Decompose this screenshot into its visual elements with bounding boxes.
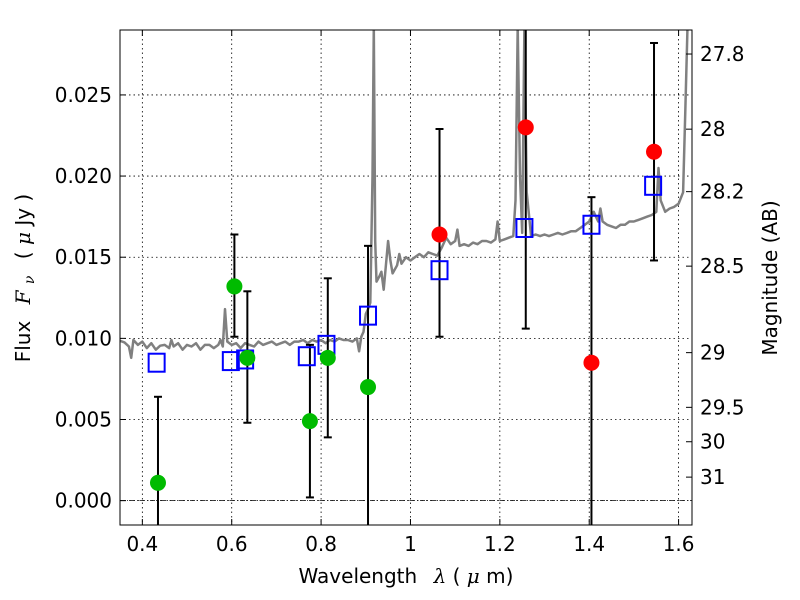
- magnitude-tick-label: 29: [700, 341, 725, 365]
- plot-area: [120, 30, 689, 525]
- x-axis-title-unit-rest: m): [486, 564, 513, 588]
- photometry-point-green: [226, 278, 243, 295]
- spectrum-line: [120, 30, 689, 360]
- y-tick-label: 0.020: [55, 164, 112, 188]
- photometry-point-red: [431, 226, 448, 243]
- x-tick-label: 1.6: [663, 532, 695, 556]
- y-tick-label: 0.005: [55, 408, 112, 432]
- x-tick-label: 0.4: [126, 532, 158, 556]
- y-tick-label: 0.015: [55, 245, 112, 269]
- model-square: [582, 214, 601, 235]
- y-axis-title-subscript: ν: [22, 275, 38, 284]
- magnitude-tick-label: 29.5: [700, 395, 745, 419]
- photometry-point-red: [646, 143, 663, 160]
- model-square: [147, 352, 166, 373]
- photometry-point-green: [149, 474, 166, 491]
- grid: [120, 30, 692, 525]
- plot-frame: [119, 29, 693, 526]
- y-axis-title-unit-rest: Jy ): [11, 194, 35, 228]
- y-tick-label: 0.010: [55, 326, 112, 350]
- model-square: [644, 175, 663, 196]
- model-square: [221, 351, 240, 372]
- model-square: [515, 218, 534, 238]
- x-axis-title: Wavelength λ ( μ m): [299, 564, 514, 588]
- model-square: [359, 305, 378, 326]
- photometry-point-green: [319, 349, 336, 366]
- y-tick-label: 0.000: [55, 489, 112, 513]
- y-axis-title-symbol: F: [11, 289, 35, 305]
- model-square: [297, 346, 316, 367]
- x-tick-label: 1: [404, 532, 417, 556]
- photometry-point-green: [360, 379, 377, 396]
- y-axis: 0.000 0.005 0.010 0.015 0.020 0.025: [55, 83, 126, 513]
- photometry-point-green: [239, 349, 256, 366]
- magnitude-tick-label: 27.8: [700, 42, 745, 66]
- y-axis-title-unit-mu: μ: [11, 232, 35, 245]
- photometry-point-green: [301, 413, 318, 430]
- magnitude-axis: 27.8 28 28.2 28.5 29 29.5 30 31: [686, 42, 745, 489]
- y-tick-label: 0.025: [55, 83, 112, 107]
- model-square: [430, 260, 449, 281]
- x-tick-label: 1.2: [484, 532, 516, 556]
- x-tick-label: 0.8: [305, 532, 337, 556]
- photometry-point-red: [517, 119, 534, 136]
- magnitude-tick-label: 28.5: [700, 254, 745, 278]
- x-tick-label: 1.4: [573, 532, 605, 556]
- magnitude-tick-label: 31: [700, 465, 725, 489]
- magnitude-tick-label: 28.2: [700, 180, 745, 204]
- photometry-point-red: [583, 354, 600, 371]
- magnitude-axis-title: Magnitude (AB): [758, 200, 782, 355]
- y-axis-title: Flux F ν ( μ Jy ): [11, 194, 39, 363]
- y-axis-title-text: Flux: [11, 321, 35, 363]
- x-axis-title-symbol: λ: [433, 564, 447, 588]
- y-axis-title-unit-open: (: [11, 245, 35, 259]
- x-axis-title-text: Wavelength: [299, 564, 418, 588]
- x-axis-title-unit-mu: μ: [467, 564, 480, 588]
- magnitude-tick-label: 30: [700, 430, 725, 454]
- x-axis-title-unit-open: (: [453, 564, 461, 588]
- x-axis: 0.4 0.6 0.8 1 1.2 1.4 1.6: [126, 30, 695, 556]
- x-tick-label: 0.6: [216, 532, 248, 556]
- magnitude-tick-label: 28: [700, 117, 725, 141]
